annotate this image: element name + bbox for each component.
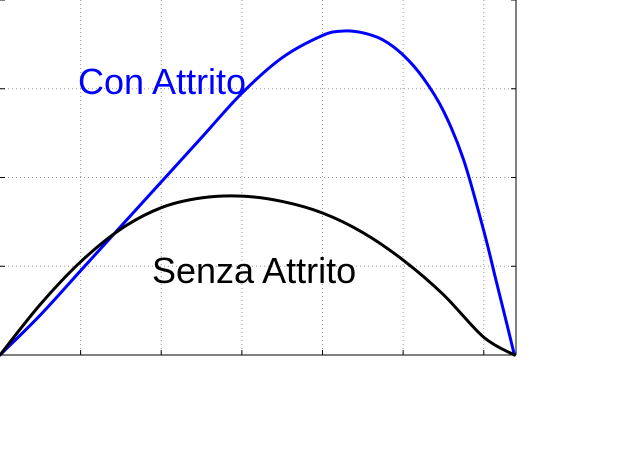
label-senza-attrito: Senza Attrito xyxy=(152,250,356,291)
label-con-attrito: Con Attrito xyxy=(78,61,246,102)
grid xyxy=(0,0,516,355)
series-line-con-attrito xyxy=(0,29,516,357)
series-group xyxy=(0,29,516,357)
series-line-senza-attrito xyxy=(0,194,516,357)
axes xyxy=(0,0,517,356)
